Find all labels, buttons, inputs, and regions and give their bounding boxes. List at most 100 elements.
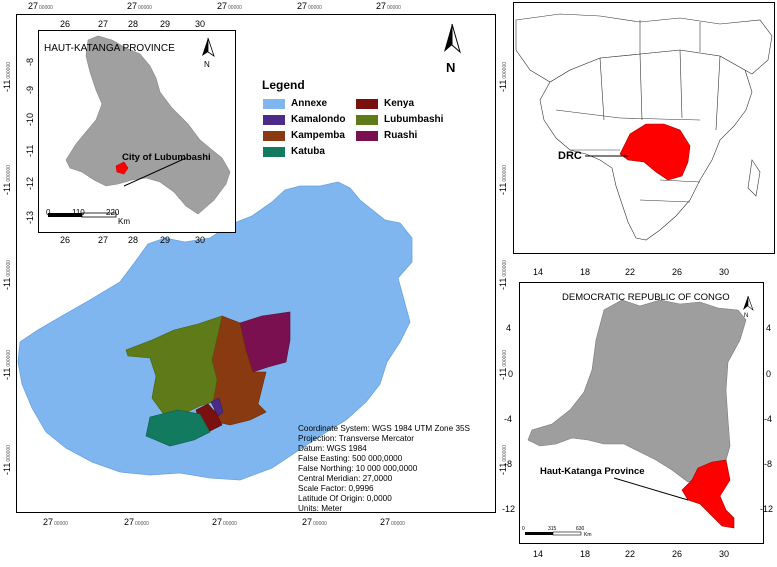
- drc-y-tick-left-m4: -4: [504, 414, 513, 424]
- hk-x-tick-top-30: 30: [195, 19, 206, 29]
- legend-item-katuba: Katuba: [263, 146, 325, 157]
- africa-continent: [515, 13, 773, 241]
- drc-y-tick-left-0: 0: [508, 369, 514, 379]
- drc-y-tick-right-m8: -8: [764, 459, 773, 469]
- drc-y-tick-left-m12: -12: [502, 504, 516, 514]
- drc-y-tick-right-m4: -4: [764, 414, 773, 424]
- hk-x-tick-top-26: 26: [60, 19, 71, 29]
- city-of-lubumbashi-label: City of Lubumbashi: [122, 152, 211, 163]
- drc-y-tick-left-m8: -8: [504, 459, 513, 469]
- hk-x-tick-bottom-29: 29: [160, 235, 171, 245]
- drc-x-tick-top-26: 26: [672, 267, 683, 277]
- hk-x-tick-bottom-27: 27: [98, 235, 109, 245]
- drc-x-tick-bottom-30: 30: [719, 549, 730, 559]
- info-line-coordinate-system: Coordinate System: WGS 1984 UTM Zone 35S: [298, 424, 471, 433]
- hk-x-tick-top-29: 29: [160, 19, 171, 29]
- legend-item-kampemba: Kampemba: [263, 130, 345, 141]
- legend-swatch-kamalondo: [263, 114, 285, 125]
- inset-scale-label-110: 110: [72, 208, 85, 217]
- drc-label: DRC: [558, 150, 582, 162]
- main-x-tick-top-1: 2700000: [28, 1, 53, 12]
- legend-item-ruashi: Ruashi: [356, 130, 417, 141]
- haut-katanga-province-shape: [65, 35, 231, 215]
- hk-x-tick-bottom-28: 28: [128, 235, 139, 245]
- drc-x-tick-bottom-22: 22: [625, 549, 636, 559]
- drc-x-tick-top-22: 22: [625, 267, 636, 277]
- drc-x-tick-top-18: 18: [580, 267, 591, 277]
- inset-scale-label-220: 220: [106, 208, 120, 217]
- drc-country-shape: [527, 299, 747, 483]
- haut-katanga-highlight-shape: [681, 459, 735, 529]
- drc-x-tick-top-30: 30: [719, 267, 730, 277]
- main-x-tick-top-2: 2700000: [127, 1, 152, 12]
- drc-x-tick-top-14: 14: [533, 267, 544, 277]
- inset-north-arrow-icon: [202, 37, 215, 57]
- legend-swatch-kampemba: [263, 130, 285, 141]
- info-line-central-meridian: Central Meridian: 27,0000: [298, 474, 393, 483]
- legend-swatch-annexe: [263, 98, 285, 109]
- hk-x-tick-bottom-26: 26: [60, 235, 71, 245]
- main-x-tick-bottom-4: 2700000: [302, 517, 327, 528]
- hk-x-tick-bottom-30: 30: [195, 235, 206, 245]
- inset-scale-bar: [48, 212, 117, 218]
- info-line-datum: Datum: WGS 1984: [298, 444, 367, 453]
- city-of-lubumbashi-shape: [115, 161, 129, 175]
- info-line-scale-factor: Scale Factor: 0,9996: [298, 484, 374, 493]
- inset-scale-label-0: 0: [46, 208, 51, 217]
- drc-scale-bar: [525, 531, 582, 536]
- info-line-units: Units: Meter: [298, 504, 343, 513]
- info-line-projection: Projection: Transverse Mercator: [298, 434, 415, 443]
- legend-swatch-katuba: [263, 146, 285, 157]
- legend-swatch-ruashi: [356, 130, 378, 141]
- main-x-tick-top-3: 2700000: [217, 1, 242, 12]
- legend-item-annexe: Annexe: [263, 98, 327, 109]
- info-line-latitude-origin: Latitude Of Origin: 0,0000: [298, 494, 392, 503]
- drc-scale-label-630: 630: [576, 526, 585, 532]
- kamalondo-commune: [210, 397, 224, 417]
- drc-y-tick-right-4: 4: [766, 323, 772, 333]
- legend-swatch-lubumbashi: [356, 114, 378, 125]
- drc-highlight-shape: [619, 123, 691, 181]
- haut-katanga-province-label: Haut-Katanga Province: [540, 466, 645, 477]
- drc-x-tick-bottom-14: 14: [533, 549, 544, 559]
- hk-x-tick-top-28: 28: [128, 19, 139, 29]
- main-north-label: N: [446, 60, 456, 75]
- main-x-tick-bottom-2: 2700000: [124, 517, 149, 528]
- inset-north-label: N: [204, 60, 210, 69]
- legend-title: Legend: [262, 78, 305, 92]
- drc-scale-label-315: 315: [548, 526, 557, 532]
- drc-y-tick-left-4: 4: [506, 323, 512, 333]
- hk-x-tick-top-27: 27: [98, 19, 109, 29]
- drc-scale-unit: Km: [584, 532, 592, 538]
- main-x-tick-top-5: 2700000: [376, 1, 401, 12]
- inset-scale-unit: Km: [118, 217, 130, 226]
- drc-scale-label-0: 0: [522, 526, 525, 532]
- projection-info: Coordinate System: WGS 1984 UTM Zone 35S…: [298, 424, 470, 514]
- main-north-arrow-icon: [444, 23, 461, 54]
- drc-x-tick-bottom-18: 18: [580, 549, 591, 559]
- main-x-tick-bottom-1: 2700000: [43, 517, 68, 528]
- legend-item-kamalondo: Kamalondo: [263, 114, 345, 125]
- city-leader-line: [123, 157, 187, 187]
- drc-north-arrow-icon: [743, 295, 754, 311]
- main-x-tick-bottom-5: 2700000: [380, 517, 405, 528]
- haut-katanga-inset-title: HAUT-KATANGA PROVINCE: [44, 43, 175, 54]
- drc-y-tick-right-0: 0: [766, 369, 772, 379]
- drc-x-tick-bottom-26: 26: [672, 549, 683, 559]
- drc-north-label: N: [744, 313, 749, 319]
- main-x-tick-bottom-3: 2700000: [212, 517, 237, 528]
- info-line-false-easting: False Easting: 500 000,0000: [298, 454, 403, 463]
- main-x-tick-top-4: 2700000: [297, 1, 322, 12]
- legend-item-kenya: Kenya: [356, 98, 414, 109]
- drc-inset-title: DEMOCRATIC REPUBLIC OF CONGO: [562, 292, 730, 303]
- drc-y-tick-right-m12: -12: [760, 504, 774, 514]
- info-line-false-northing: False Northing: 10 000 000,0000: [298, 464, 418, 473]
- province-leader-line: [613, 477, 689, 501]
- legend-item-lubumbashi: Lubumbashi: [356, 114, 443, 125]
- katuba-commune: [145, 409, 211, 447]
- legend-swatch-kenya: [356, 98, 378, 109]
